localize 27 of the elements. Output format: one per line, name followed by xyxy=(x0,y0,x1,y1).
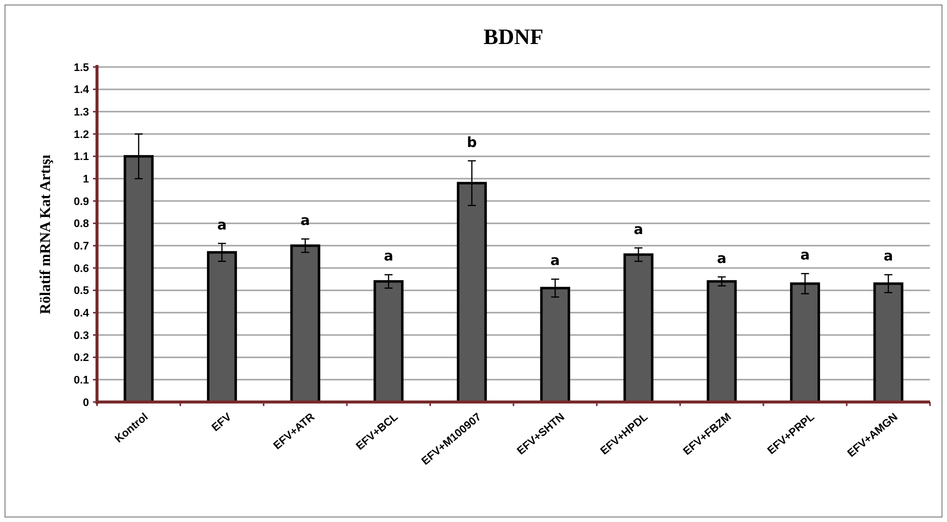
annotation: a xyxy=(384,248,394,265)
chart-title: BDNF xyxy=(484,24,544,49)
annotation: a xyxy=(550,253,560,270)
y-tick-label: 0.1 xyxy=(74,374,89,387)
y-tick-label: 1.1 xyxy=(74,151,89,164)
y-tick-label: 0.9 xyxy=(74,196,89,208)
annotation: a xyxy=(884,248,894,265)
y-tick-label: 0.2 xyxy=(74,352,89,364)
y-tick-label: 1.2 xyxy=(74,128,89,141)
y-tick-label: 0.6 xyxy=(74,262,89,275)
annotation: a xyxy=(717,250,726,267)
y-tick-label: 1 xyxy=(82,174,89,186)
annotation: a xyxy=(634,222,644,238)
y-tick-label: 0.5 xyxy=(74,285,89,298)
annotation: a xyxy=(800,248,810,264)
y-tick-label: 0.7 xyxy=(74,240,89,253)
annotation: a xyxy=(300,212,310,229)
y-tick-label: 0.3 xyxy=(74,330,89,342)
y-tick-label: 0.8 xyxy=(74,218,89,230)
y-tick-label: 1.5 xyxy=(74,62,89,74)
y-tick-label: 0.4 xyxy=(74,308,90,320)
annotation: a xyxy=(217,217,227,234)
y-tick-label: 0 xyxy=(82,396,89,409)
y-tick-label: 1.4 xyxy=(74,84,90,96)
y-axis-title: Rölatif mRNA Kat Artışı xyxy=(38,154,54,314)
annotation: b xyxy=(466,134,477,151)
y-tick-label: 1.3 xyxy=(74,106,89,119)
